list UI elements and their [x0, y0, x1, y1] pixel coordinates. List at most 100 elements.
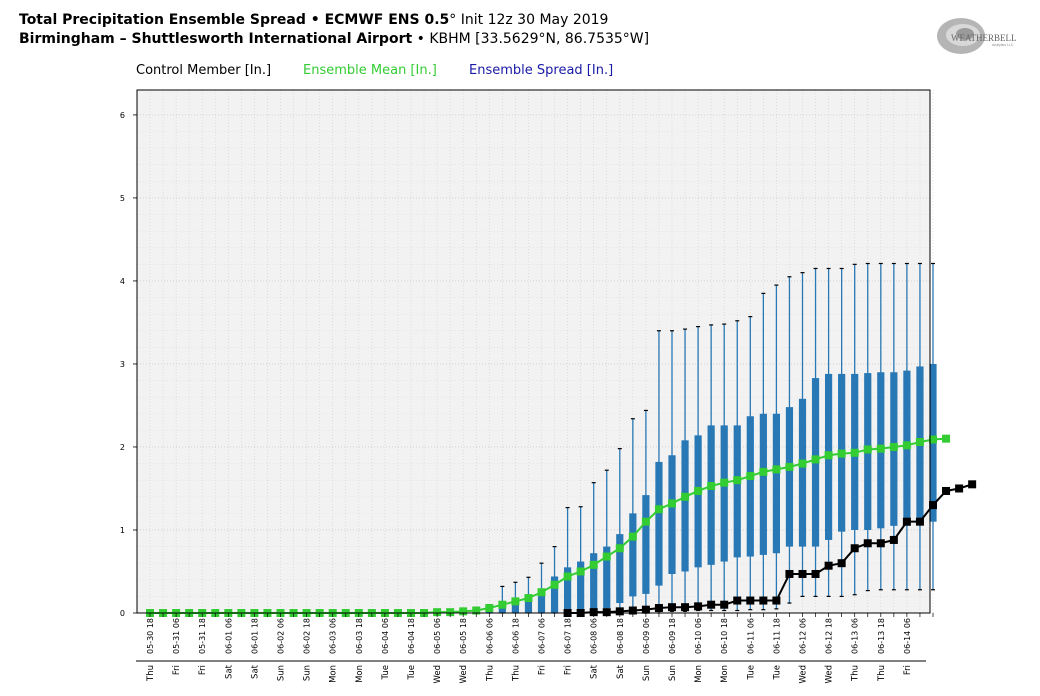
logo-text: WEATHERBELL [951, 33, 1017, 43]
control-marker [720, 600, 729, 609]
mean-marker [889, 442, 898, 451]
control-marker [968, 480, 977, 489]
control-marker [759, 596, 768, 605]
x-day-label: Fri [198, 665, 208, 675]
spread-box [707, 425, 715, 565]
title-degree: ° [449, 12, 457, 28]
x-day-label: Thu [511, 665, 521, 682]
x-tick-label: 06-12 06 [799, 618, 808, 654]
x-tick-label: 06-09 06 [642, 618, 651, 654]
mean-marker [733, 476, 742, 485]
mean-marker [850, 448, 859, 457]
x-day-label: Tue [407, 665, 417, 681]
mean-marker [694, 486, 703, 495]
x-day-label: Sat [590, 664, 600, 679]
y-axis: 0 1 2 3 4 5 6 [120, 111, 137, 618]
spread-box [577, 561, 585, 613]
plot-area [137, 90, 930, 613]
mean-marker [628, 532, 637, 541]
y-tick-label: 1 [120, 526, 125, 535]
x-tick-label: 06-12 18 [825, 618, 834, 654]
x-day-label: Tue [746, 665, 756, 681]
legend-spread: Ensemble Spread [In.] [469, 63, 614, 78]
title-init: Init 12z 30 May 2019 [456, 12, 609, 28]
x-day-label: Sat [224, 664, 234, 679]
x-tick-label: 06-07 18 [564, 618, 573, 654]
mean-marker [472, 606, 481, 615]
mean-marker [563, 572, 572, 581]
mean-marker [915, 437, 924, 446]
control-marker [902, 517, 911, 526]
weatherbell-logo: WEATHERBELL Analytics LLC [934, 14, 1024, 60]
x-tick-label: 06-02 18 [303, 618, 312, 654]
control-marker [707, 600, 716, 609]
x-day-label: Fri [903, 665, 913, 675]
control-marker [615, 607, 624, 616]
x-tick-label: 06-04 18 [407, 618, 416, 654]
mean-marker [811, 455, 820, 464]
mean-marker [602, 552, 611, 561]
mean-marker [759, 467, 768, 476]
chart-title-line2: Birmingham – Shuttlesworth International… [19, 30, 649, 49]
control-marker [772, 596, 781, 605]
control-marker [876, 539, 885, 548]
mean-marker [837, 449, 846, 458]
spread-box [564, 567, 572, 613]
control-marker [915, 517, 924, 526]
mean-marker [863, 445, 872, 454]
spread-box [642, 495, 650, 594]
x-tick-label: 06-06 18 [511, 618, 520, 654]
spread-box [746, 416, 754, 557]
control-marker [850, 544, 859, 553]
y-tick-label: 0 [120, 609, 125, 618]
spread-box [759, 413, 767, 555]
x-tick-label: 06-05 06 [433, 618, 442, 654]
x-day-label: Tue [772, 665, 782, 681]
control-marker [668, 603, 676, 612]
control-marker [681, 603, 690, 612]
station-coords: • KBHM [33.5629°N, 86.7535°W] [412, 31, 650, 47]
control-marker [837, 559, 846, 568]
mean-marker [459, 607, 468, 616]
spread-box [524, 594, 533, 613]
x-day-label: Mon [694, 665, 704, 683]
control-marker [589, 608, 598, 617]
control-marker [929, 501, 937, 510]
control-marker [942, 486, 951, 495]
x-day-label: Mon [720, 665, 730, 683]
spread-box [511, 598, 519, 613]
logo-swirl-core [956, 28, 974, 40]
x-day-label: Sun [277, 665, 287, 681]
x-day-label: Thu [851, 665, 861, 682]
mean-marker [681, 492, 690, 501]
x-day-label: Wed [825, 665, 835, 684]
x-tick-label: 05-31 06 [172, 618, 181, 654]
x-tick-label: 06-11 06 [746, 618, 755, 654]
x-day-label: Sat [616, 664, 626, 679]
control-marker [824, 561, 833, 570]
control-marker [955, 484, 964, 493]
spread-box [655, 461, 663, 586]
mean-marker [498, 600, 507, 609]
x-tick-label: 06-03 06 [329, 618, 338, 654]
station-name: Birmingham – Shuttlesworth International… [19, 31, 413, 47]
spread-box [772, 413, 780, 554]
control-marker [733, 596, 742, 605]
mean-marker [942, 434, 951, 443]
mean-marker [550, 580, 559, 589]
control-marker [863, 539, 872, 548]
x-tick-label: 06-13 06 [851, 618, 860, 654]
x-axis: 05-30 18 Thu 05-31 06 Fri 05-31 18 Fri 06-01 0… [136, 613, 934, 684]
legend-mean: Ensemble Mean [In.] [303, 63, 437, 78]
x-day-label: Sun [642, 665, 652, 681]
spread-box [616, 534, 624, 604]
x-day-label: Sun [668, 665, 678, 681]
control-marker [654, 604, 663, 613]
mean-marker [511, 597, 520, 606]
x-day-label: Wed [459, 665, 469, 684]
x-tick-label: 06-10 18 [720, 618, 729, 654]
mean-marker [798, 459, 807, 468]
mean-marker [785, 462, 794, 471]
x-day-label: Mon [355, 665, 365, 683]
